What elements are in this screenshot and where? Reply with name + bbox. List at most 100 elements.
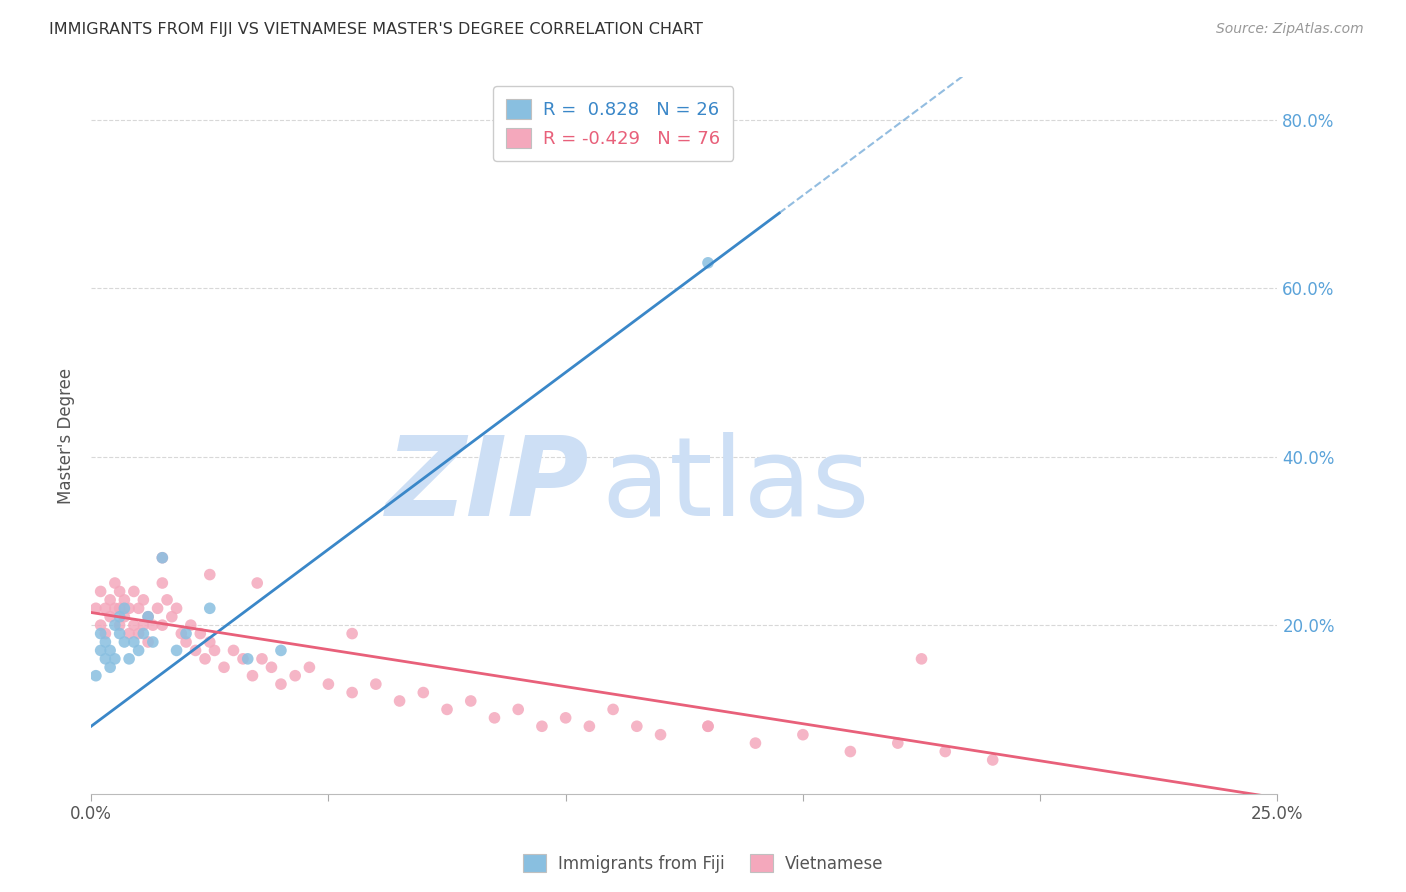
Point [108,626,131,640]
Point [118,601,141,615]
Point [198,567,221,582]
Point [150,618,173,632]
Point [132,626,155,640]
Point [104,601,127,615]
Point [212,660,235,674]
Point [174,626,197,640]
Point [136,609,159,624]
Text: atlas: atlas [602,433,870,539]
Point [270,677,292,691]
Point [250,652,273,666]
Point [84,669,107,683]
Point [94,601,117,615]
Point [260,660,283,674]
Point [222,643,245,657]
Point [910,652,932,666]
Point [650,728,672,742]
Point [194,652,217,666]
Point [839,745,862,759]
Point [284,669,307,683]
Point [128,643,150,657]
Point [792,728,814,742]
Point [388,694,411,708]
Point [697,719,720,733]
Point [142,635,165,649]
Point [132,618,155,632]
Point [166,601,188,615]
Point [242,669,264,683]
Point [90,643,112,657]
Point [90,584,112,599]
Point [530,719,553,733]
Point [90,618,112,632]
Point [236,652,259,666]
Point [98,660,121,674]
Point [166,643,188,657]
Point [508,702,530,716]
Point [626,719,648,733]
Point [112,635,135,649]
Point [104,618,127,632]
Point [484,711,506,725]
Point [744,736,766,750]
Point [112,601,135,615]
Point [128,601,150,615]
Point [198,635,221,649]
Point [270,643,292,657]
Point [122,635,145,649]
Point [340,685,363,699]
Point [150,576,173,591]
Point [364,677,387,691]
Point [298,660,321,674]
Point [160,609,183,624]
Point [156,592,179,607]
Point [697,719,720,733]
Point [460,694,482,708]
Point [887,736,910,750]
Point [204,643,226,657]
Point [180,618,202,632]
Point [170,626,193,640]
Point [184,643,207,657]
Point [90,626,112,640]
Point [122,618,145,632]
Legend: R =  0.828   N = 26, R = -0.429   N = 76: R = 0.828 N = 26, R = -0.429 N = 76 [494,87,734,161]
Point [104,576,127,591]
Point [150,550,173,565]
Point [136,609,159,624]
Text: ZIP: ZIP [385,433,589,539]
Point [122,584,145,599]
Point [94,626,117,640]
Point [174,635,197,649]
Point [150,550,173,565]
Y-axis label: Master's Degree: Master's Degree [58,368,75,504]
Point [436,702,458,716]
Point [188,626,211,640]
Point [112,592,135,607]
Point [246,576,269,591]
Point [578,719,600,733]
Point [108,609,131,624]
Text: IMMIGRANTS FROM FIJI VS VIETNAMESE MASTER'S DEGREE CORRELATION CHART: IMMIGRANTS FROM FIJI VS VIETNAMESE MASTE… [49,22,703,37]
Point [108,618,131,632]
Point [104,652,127,666]
Legend: Immigrants from Fiji, Vietnamese: Immigrants from Fiji, Vietnamese [516,847,890,880]
Point [98,592,121,607]
Point [112,609,135,624]
Point [318,677,340,691]
Point [602,702,624,716]
Point [232,652,254,666]
Point [554,711,576,725]
Point [118,626,141,640]
Point [128,626,150,640]
Point [118,652,141,666]
Point [94,652,117,666]
Point [934,745,956,759]
Point [108,601,131,615]
Point [98,609,121,624]
Point [136,635,159,649]
Point [198,601,221,615]
Point [142,618,165,632]
Point [84,601,107,615]
Point [146,601,169,615]
